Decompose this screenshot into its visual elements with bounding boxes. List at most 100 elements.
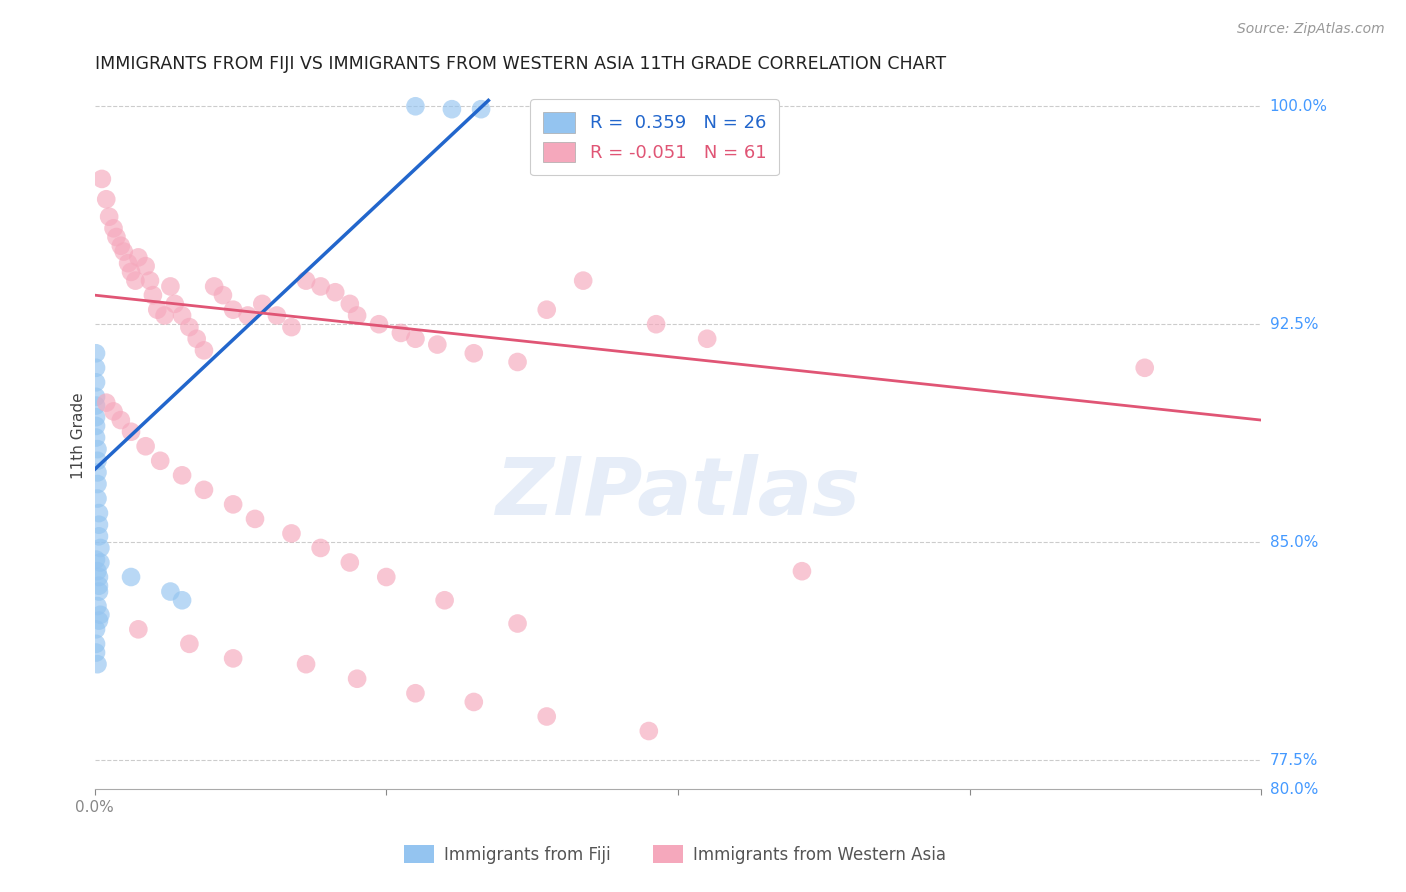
- Point: [323, 285, 346, 300]
- Point: [368, 317, 391, 331]
- Point: [87, 584, 110, 599]
- Point: [404, 99, 426, 113]
- Point: [536, 709, 558, 723]
- Point: [103, 404, 125, 418]
- Point: [146, 302, 169, 317]
- Point: [84, 431, 107, 445]
- Point: [96, 192, 118, 206]
- Point: [86, 491, 108, 506]
- Point: [295, 657, 318, 672]
- Point: [506, 355, 529, 369]
- Text: 85.0%: 85.0%: [1270, 534, 1317, 549]
- Point: [86, 442, 108, 457]
- Y-axis label: 11th Grade: 11th Grade: [72, 392, 86, 479]
- Point: [243, 512, 266, 526]
- Point: [127, 623, 149, 637]
- Point: [87, 570, 110, 584]
- Point: [339, 556, 361, 570]
- Point: [87, 517, 110, 532]
- Point: [90, 172, 112, 186]
- Point: [86, 466, 108, 480]
- Point: [266, 309, 288, 323]
- Point: [172, 468, 194, 483]
- Point: [404, 332, 426, 346]
- Point: [120, 425, 142, 439]
- Point: [572, 274, 595, 288]
- Point: [404, 686, 426, 700]
- Text: 100.0%: 100.0%: [1270, 99, 1327, 114]
- Point: [84, 376, 107, 390]
- Point: [89, 607, 111, 622]
- Point: [87, 614, 110, 628]
- Point: [87, 579, 110, 593]
- Point: [696, 332, 718, 346]
- Text: Source: ZipAtlas.com: Source: ZipAtlas.com: [1237, 22, 1385, 37]
- Point: [84, 390, 107, 404]
- Point: [159, 584, 181, 599]
- Text: 92.5%: 92.5%: [1270, 317, 1319, 332]
- Point: [139, 274, 162, 288]
- Point: [280, 526, 302, 541]
- Point: [426, 337, 449, 351]
- Point: [98, 210, 121, 224]
- Text: ZIPatlas: ZIPatlas: [495, 453, 860, 532]
- Point: [222, 651, 245, 665]
- Point: [149, 454, 172, 468]
- Point: [346, 672, 368, 686]
- Point: [295, 274, 318, 288]
- Text: IMMIGRANTS FROM FIJI VS IMMIGRANTS FROM WESTERN ASIA 11TH GRADE CORRELATION CHAR: IMMIGRANTS FROM FIJI VS IMMIGRANTS FROM …: [94, 55, 946, 73]
- Point: [309, 541, 332, 555]
- Point: [124, 274, 146, 288]
- Point: [222, 497, 245, 511]
- Point: [84, 410, 107, 425]
- Point: [89, 541, 111, 555]
- Point: [86, 564, 108, 578]
- Point: [790, 564, 813, 578]
- Point: [86, 454, 108, 468]
- Point: [120, 570, 142, 584]
- Point: [470, 102, 492, 116]
- Point: [309, 279, 332, 293]
- Point: [463, 695, 485, 709]
- Point: [252, 297, 274, 311]
- Point: [84, 637, 107, 651]
- Point: [84, 360, 107, 375]
- Point: [142, 288, 165, 302]
- Point: [135, 259, 157, 273]
- Point: [339, 297, 361, 311]
- Point: [433, 593, 456, 607]
- Point: [163, 297, 186, 311]
- Point: [463, 346, 485, 360]
- Point: [105, 230, 128, 244]
- Point: [172, 593, 194, 607]
- Text: 77.5%: 77.5%: [1270, 753, 1317, 768]
- Point: [86, 657, 108, 672]
- Point: [389, 326, 412, 340]
- Point: [186, 332, 208, 346]
- Point: [280, 320, 302, 334]
- Point: [236, 309, 259, 323]
- Point: [86, 477, 108, 491]
- Point: [89, 556, 111, 570]
- Point: [159, 279, 181, 293]
- Point: [645, 317, 668, 331]
- Point: [87, 529, 110, 543]
- Point: [84, 418, 107, 433]
- Point: [84, 552, 107, 566]
- Point: [153, 309, 176, 323]
- Point: [346, 309, 368, 323]
- Point: [440, 102, 463, 116]
- Point: [637, 724, 659, 739]
- Point: [222, 302, 245, 317]
- Point: [117, 256, 139, 270]
- Point: [506, 616, 529, 631]
- Point: [84, 623, 107, 637]
- Point: [120, 265, 142, 279]
- Point: [112, 244, 135, 259]
- Point: [127, 251, 149, 265]
- Point: [212, 288, 235, 302]
- Point: [179, 637, 201, 651]
- Point: [84, 646, 107, 660]
- Point: [193, 483, 215, 497]
- Point: [87, 506, 110, 520]
